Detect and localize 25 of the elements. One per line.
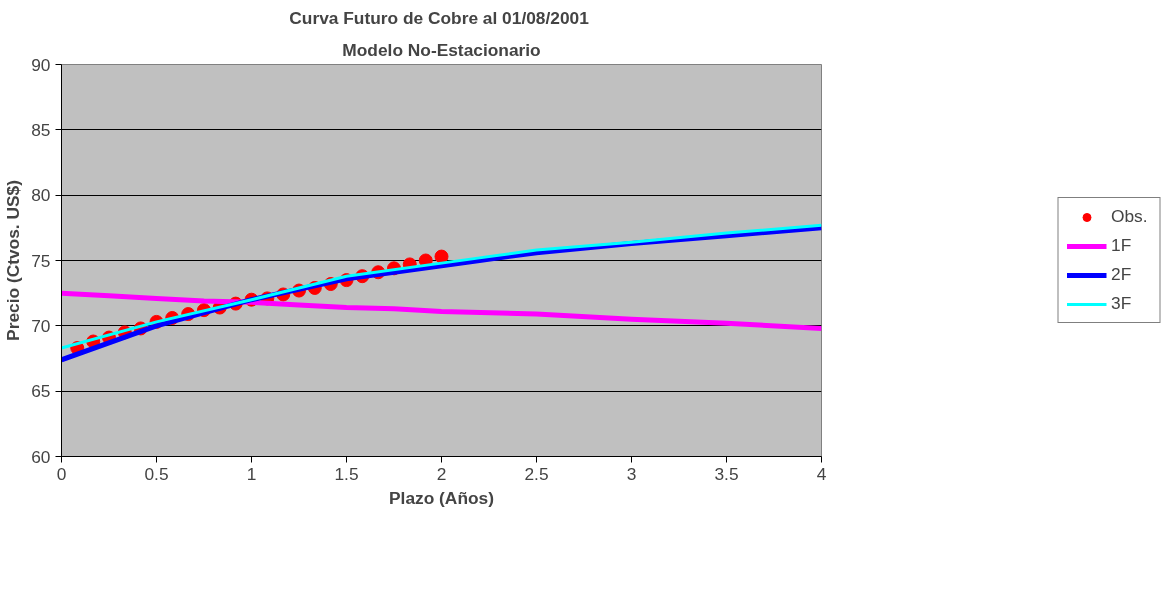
x-tick-label: 0: [56, 463, 67, 484]
y-tick-label: 70: [31, 315, 51, 336]
y-axis-title: Precio (Ctvos. US$): [3, 180, 24, 341]
point: [434, 249, 449, 264]
legend-label: Obs.: [1111, 206, 1149, 227]
chart-subtitle: Modelo No-Estacionario: [342, 39, 541, 60]
y-tick-label: 90: [31, 54, 51, 75]
x-tick-label: 3.5: [714, 463, 739, 484]
y-tick-label: 80: [31, 185, 51, 206]
legend-label: 2F: [1111, 264, 1133, 285]
x-tick-label: 2: [436, 463, 447, 484]
x-tick-label: 1.5: [334, 463, 359, 484]
x-tick-label: 4: [816, 463, 827, 484]
y-tick-label: 75: [31, 250, 51, 271]
legend-label: 1F: [1111, 235, 1133, 256]
x-tick-label: 1: [246, 463, 257, 484]
chart-title: Curva Futuro de Cobre al 01/08/2001: [289, 7, 590, 28]
x-tick-label: 2.5: [524, 463, 549, 484]
x-axis-title: Plazo (Años): [389, 487, 494, 508]
x-tick-label: 3: [626, 463, 637, 484]
x-tick-label: 0.5: [144, 463, 169, 484]
y-tick-label: 65: [31, 381, 51, 402]
legend-label: 3F: [1111, 293, 1133, 314]
y-tick-label: 60: [31, 446, 51, 467]
y-tick-label: 85: [31, 119, 51, 140]
